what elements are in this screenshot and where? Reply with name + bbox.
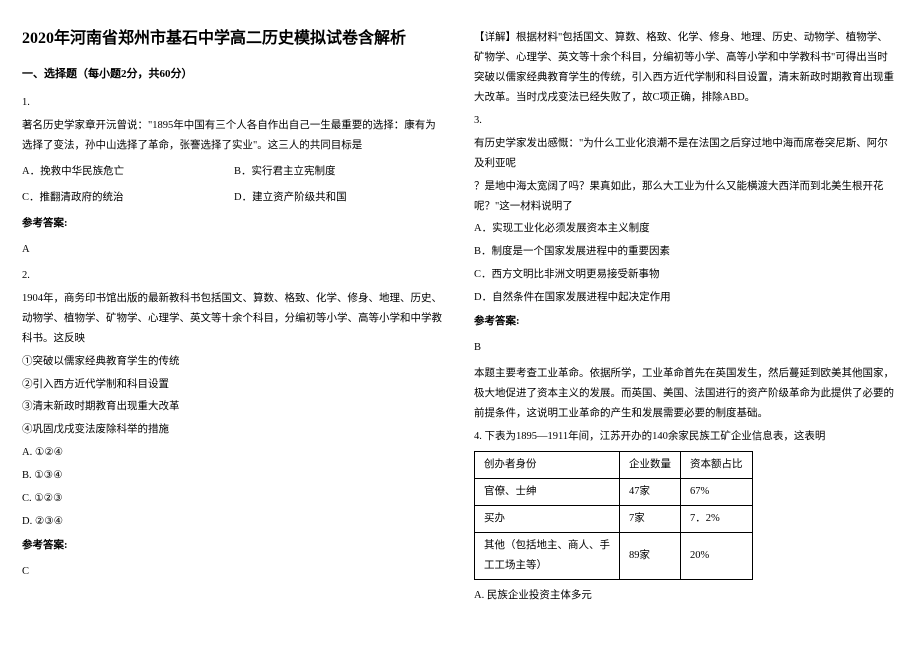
q1-opt-a: A．挽救中华民族危亡	[22, 162, 234, 182]
q1-num: 1.	[22, 93, 446, 113]
td: 7家	[620, 505, 681, 532]
td: 官僚、士绅	[475, 478, 620, 505]
q2-ref: 参考答案:	[22, 536, 446, 556]
q2-opt-d: D. ②③④	[22, 512, 446, 532]
td: 其他（包括地主、商人、手工工场主等）	[475, 532, 620, 579]
q1-stem: 著名历史学家章开沅曾说："1895年中国有三个人各自作出自己一生最重要的选择：康…	[22, 116, 446, 156]
q3-ans: B	[474, 338, 898, 358]
q1-opt-d: D．建立资产阶级共和国	[234, 188, 446, 208]
th-1: 企业数量	[620, 451, 681, 478]
section-heading: 一、选择题（每小题2分，共60分）	[22, 64, 446, 85]
q2-o2: ②引入西方近代学制和科目设置	[22, 375, 446, 395]
table-row: 官僚、士绅 47家 67%	[475, 478, 753, 505]
q3-exp: 本题主要考查工业革命。依据所学，工业革命首先在英国发生，然后蔓延到欧美其他国家，…	[474, 364, 898, 424]
q2-o3: ③清末新政时期教育出现重大改革	[22, 397, 446, 417]
q2-num: 2.	[22, 266, 446, 286]
td: 47家	[620, 478, 681, 505]
q2-exp: 【详解】根据材料"包括国文、算数、格致、化学、修身、地理、历史、动物学、植物学、…	[474, 28, 898, 108]
q3-ref: 参考答案:	[474, 312, 898, 332]
q2-ans: C	[22, 562, 446, 582]
th-0: 创办者身份	[475, 451, 620, 478]
td: 7．2%	[681, 505, 753, 532]
q4-stem: 下表为1895—1911年间，江苏开办的140余家民族工矿企业信息表，这表明	[485, 431, 826, 442]
table-row: 其他（包括地主、商人、手工工场主等） 89家 20%	[475, 532, 753, 579]
q2-opt-a: A. ①②④	[22, 443, 446, 463]
q2-stem: 1904年，商务印书馆出版的最新教科书包括国文、算数、格致、化学、修身、地理、历…	[22, 289, 446, 349]
table-row: 买办 7家 7．2%	[475, 505, 753, 532]
page-title: 2020年河南省郑州市基石中学高二历史模拟试卷含解析	[22, 28, 446, 50]
q3-opt-a: A．实现工业化必须发展资本主义制度	[474, 219, 898, 239]
q4-opt-a: A. 民族企业投资主体多元	[474, 586, 898, 606]
q4-num: 4.	[474, 431, 482, 442]
q1-opt-c: C．推翻清政府的统治	[22, 188, 234, 208]
q1-ans: A	[22, 240, 446, 260]
td: 67%	[681, 478, 753, 505]
q3-num: 3.	[474, 111, 898, 131]
q3-stem1: 有历史学家发出感慨："为什么工业化浪潮不是在法国之后穿过地中海而席卷突尼斯、阿尔…	[474, 134, 898, 174]
td: 20%	[681, 532, 753, 579]
td: 89家	[620, 532, 681, 579]
q2-o4: ④巩固戊戌变法废除科举的措施	[22, 420, 446, 440]
q4-stem-line: 4. 下表为1895—1911年间，江苏开办的140余家民族工矿企业信息表，这表…	[474, 427, 898, 447]
q1-ref: 参考答案:	[22, 214, 446, 234]
q3-opt-d: D．自然条件在国家发展进程中起决定作用	[474, 288, 898, 308]
q4-table: 创办者身份 企业数量 资本额占比 官僚、士绅 47家 67% 买办 7家 7．2…	[474, 451, 753, 580]
q3-opt-b: B．制度是一个国家发展进程中的重要因素	[474, 242, 898, 262]
q1-opt-b: B．实行君主立宪制度	[234, 162, 446, 182]
th-2: 资本额占比	[681, 451, 753, 478]
q2-o1: ①突破以儒家经典教育学生的传统	[22, 352, 446, 372]
q3-stem2: ？是地中海太宽阔了吗？果真如此，那么大工业为什么又能横渡大西洋而到北美生根开花呢…	[474, 177, 898, 217]
table-header-row: 创办者身份 企业数量 资本额占比	[475, 451, 753, 478]
q2-opt-b: B. ①③④	[22, 466, 446, 486]
q2-opt-c: C. ①②③	[22, 489, 446, 509]
q3-opt-c: C．西方文明比非洲文明更易接受新事物	[474, 265, 898, 285]
td: 买办	[475, 505, 620, 532]
